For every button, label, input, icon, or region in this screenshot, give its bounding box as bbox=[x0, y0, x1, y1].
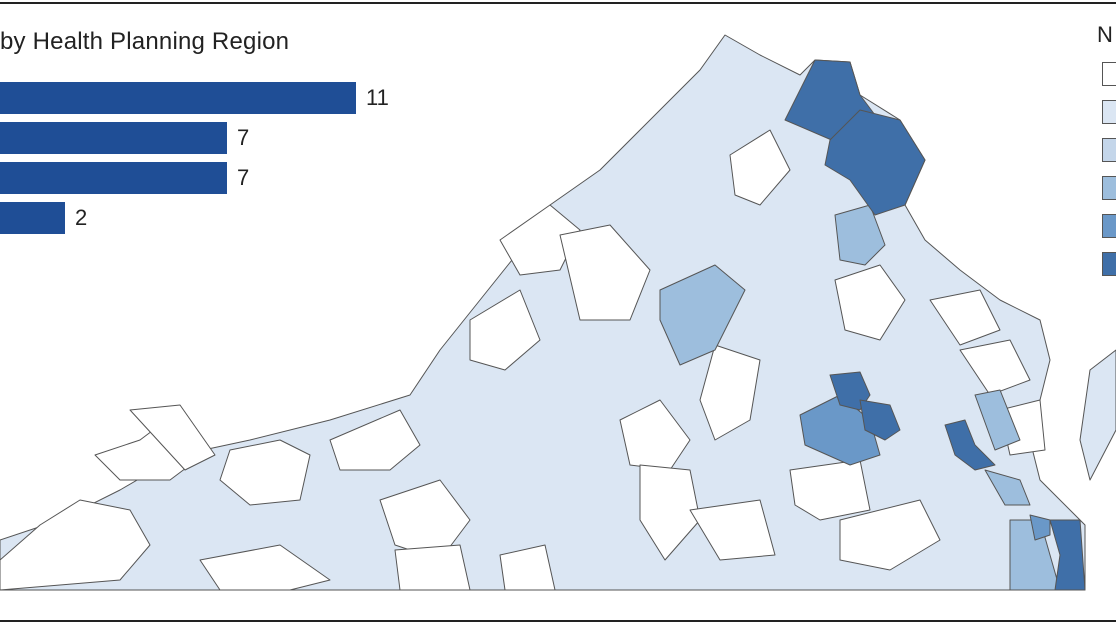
region-bar[interactable] bbox=[0, 202, 65, 234]
county[interactable] bbox=[129, 404, 216, 471]
county[interactable] bbox=[839, 499, 941, 571]
region-bar-chart: 11 7 7 2 bbox=[0, 82, 440, 242]
county[interactable] bbox=[499, 544, 556, 591]
region-bar-value: 2 bbox=[75, 205, 88, 230]
county[interactable] bbox=[984, 469, 1031, 506]
region-bar-value: 11 bbox=[366, 85, 389, 110]
region-bar-value: 7 bbox=[237, 165, 250, 190]
county[interactable] bbox=[974, 389, 1021, 451]
region-bar-value: 7 bbox=[237, 125, 250, 150]
legend-title: N bbox=[1097, 22, 1113, 47]
county[interactable] bbox=[824, 109, 926, 216]
top-divider bbox=[0, 2, 1116, 4]
county[interactable] bbox=[944, 419, 996, 471]
county[interactable] bbox=[639, 464, 701, 561]
legend-swatch[interactable] bbox=[1102, 62, 1116, 86]
region-bar[interactable] bbox=[0, 122, 227, 154]
legend-swatch[interactable] bbox=[1102, 214, 1116, 238]
county[interactable] bbox=[929, 289, 1001, 346]
county[interactable] bbox=[559, 224, 651, 321]
county[interactable] bbox=[834, 264, 906, 341]
legend-swatch[interactable] bbox=[1102, 100, 1116, 124]
county[interactable] bbox=[659, 264, 746, 366]
county[interactable] bbox=[729, 129, 791, 206]
legend-swatch[interactable] bbox=[1102, 138, 1116, 162]
region-bar[interactable] bbox=[0, 162, 227, 194]
county[interactable] bbox=[689, 499, 776, 561]
county[interactable] bbox=[619, 399, 691, 471]
region-bar[interactable] bbox=[0, 82, 356, 114]
county[interactable] bbox=[469, 289, 541, 371]
county[interactable] bbox=[379, 479, 471, 561]
county[interactable] bbox=[1029, 514, 1051, 541]
county[interactable] bbox=[219, 439, 311, 506]
legend-swatch[interactable] bbox=[1102, 252, 1116, 276]
county[interactable] bbox=[859, 399, 901, 441]
county[interactable] bbox=[329, 409, 421, 471]
county[interactable] bbox=[1049, 519, 1086, 591]
county[interactable] bbox=[959, 339, 1031, 396]
chart-title: by Health Planning Region bbox=[0, 28, 290, 55]
eastern-shore[interactable] bbox=[1079, 349, 1116, 481]
county[interactable] bbox=[834, 204, 886, 266]
legend-swatch[interactable] bbox=[1102, 176, 1116, 200]
county[interactable] bbox=[394, 544, 471, 591]
county[interactable] bbox=[199, 544, 331, 591]
county[interactable] bbox=[699, 344, 761, 441]
county[interactable] bbox=[0, 499, 151, 591]
bottom-divider bbox=[0, 620, 1116, 622]
